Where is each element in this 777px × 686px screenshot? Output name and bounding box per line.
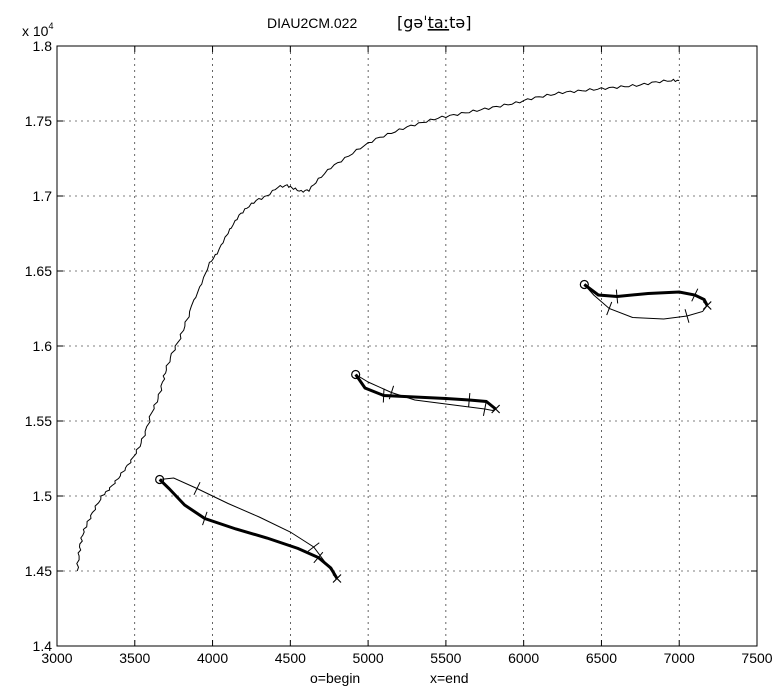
x-tick-label: 4500 (275, 650, 306, 666)
series-layer (76, 78, 712, 583)
chart-title: DIAU2CM.022 (267, 15, 357, 31)
x-tick-label: 5000 (353, 650, 384, 666)
trace-tick-2-1 (382, 388, 385, 403)
transcription-stressed: taː (428, 13, 449, 32)
x-tick-label: 3500 (119, 650, 150, 666)
end-marker-2 (491, 404, 501, 414)
transcription: [gəˈtaːtə] (397, 13, 472, 32)
y-tick-label: 1.8 (33, 38, 53, 54)
legend-end: x=end (430, 670, 469, 686)
transcription-close: ] (465, 13, 471, 32)
trace-tick-1-0 (307, 542, 320, 552)
x-tick-label: 6000 (508, 650, 539, 666)
series-line-3 (583, 284, 708, 320)
x-tick-label: 3000 (41, 650, 72, 666)
begin-marker-3 (579, 279, 589, 290)
y-tick-label: 1.5 (33, 488, 53, 504)
y-tick-label: 1.65 (25, 263, 52, 279)
series-thick-line-1 (158, 478, 339, 580)
transcription-open: [ (397, 13, 403, 32)
trace-tick-2-0 (482, 402, 487, 416)
series-line-1 (159, 477, 338, 579)
series-line-0 (76, 78, 680, 572)
transcription-prefix: gə (403, 13, 423, 32)
y-tick-label: 1.45 (25, 563, 52, 579)
legend-begin: o=begin (310, 670, 360, 686)
trace-tick-3-1 (615, 289, 619, 304)
trace-tick-2-1 (468, 392, 471, 408)
transcription-stress: ˈ (423, 13, 427, 32)
trace-tick-3-0 (606, 301, 613, 316)
begin-marker-2 (351, 369, 361, 380)
begin-marker-1 (155, 474, 165, 485)
x-tick-label: 4000 (197, 650, 228, 666)
series-thick-line-2 (354, 373, 497, 411)
end-marker-1 (332, 574, 342, 583)
x-tick-label: 6500 (586, 650, 617, 666)
y-multiplier-exp: 4 (48, 21, 53, 31)
y-tick-label: 1.75 (25, 113, 52, 129)
series-thick-line-3 (583, 283, 709, 307)
trace-tick-3-1 (691, 288, 699, 302)
trace-tick-1-1 (202, 511, 208, 526)
trace-tick-3-0 (684, 309, 690, 323)
y-multiplier: x 104 (22, 21, 53, 39)
x-tick-label: 5500 (430, 650, 461, 666)
transcription-suffix: tə (449, 13, 465, 32)
grid (57, 46, 757, 646)
y-tick-label: 1.4 (33, 638, 53, 654)
trace-tick-1-0 (193, 481, 201, 496)
x-tick-label: 7500 (741, 650, 772, 666)
x-tick-label: 7000 (664, 650, 695, 666)
trace-tick-1-1 (313, 551, 324, 564)
trace-tick-2-0 (388, 385, 395, 400)
y-tick-label: 1.55 (25, 413, 52, 429)
series-line-2 (355, 374, 496, 412)
end-marker-3 (702, 301, 712, 310)
y-tick-label: 1.7 (33, 188, 53, 204)
ticks: 3000 3500 4000 4500 5000 5500 6000 6500 7000 7500… (25, 38, 773, 666)
y-tick-label: 1.6 (33, 338, 53, 354)
